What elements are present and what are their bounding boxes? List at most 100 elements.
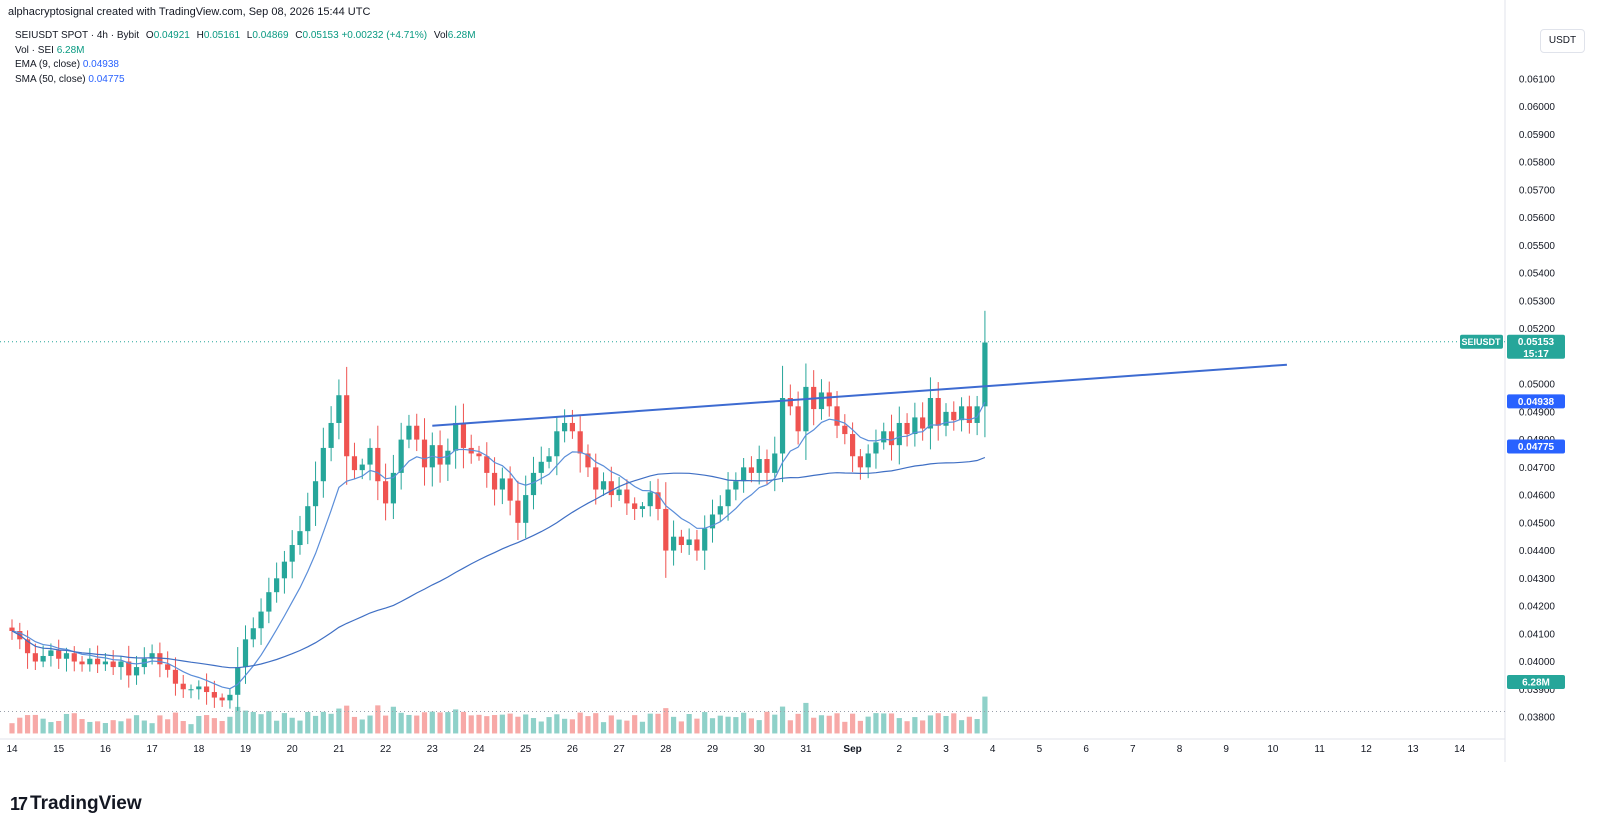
volume-bar: [865, 716, 871, 734]
sma-indicator-row[interactable]: SMA (50, close) 0.04775: [15, 73, 125, 85]
ema-line: [11, 401, 986, 690]
sma-tag-text: 0.04775: [1518, 442, 1555, 453]
candle-body: [258, 611, 264, 629]
price-tick-label: 0.05300: [1519, 296, 1556, 307]
volume-bar: [834, 713, 840, 734]
volume-bar: [305, 711, 311, 734]
volume-bar: [63, 713, 70, 734]
price-tick-label: 0.05700: [1519, 185, 1556, 196]
volume-bar: [359, 719, 365, 734]
candle-body: [398, 439, 404, 473]
volume-bar: [772, 714, 778, 734]
candle-body: [834, 406, 840, 426]
volume-bar: [242, 710, 249, 734]
candle-body: [904, 422, 910, 435]
time-tick-label: 17: [147, 744, 159, 755]
price-axis[interactable]: 0.06100 0.06000 0.05900 0.05800 0.05700 0.056…: [1519, 75, 1556, 724]
volume-bar: [966, 716, 972, 734]
candle-body: [344, 395, 350, 457]
volume-bar: [593, 713, 599, 734]
volume-bar: [141, 720, 147, 734]
candle-body: [453, 422, 459, 451]
volume-bar: [873, 713, 879, 734]
ema-indicator-row[interactable]: EMA (9, close) 0.04938: [15, 59, 119, 70]
volume-bar: [211, 718, 217, 734]
volume-bar: [188, 724, 194, 734]
time-tick-label: 20: [287, 744, 299, 755]
candle-body: [966, 406, 972, 423]
volume-bar: [546, 717, 552, 734]
candle-body: [647, 492, 653, 507]
tradingview-logo[interactable]: 17 TradingView: [10, 793, 142, 815]
chart-credit: alphacryptosignal created with TradingVi…: [8, 6, 371, 18]
volume-bar: [383, 715, 389, 734]
volume-bar: [484, 716, 490, 734]
volume-bar: [266, 711, 272, 734]
close-value: 0.05153: [302, 30, 339, 41]
candle-body: [274, 578, 280, 593]
volume-bar: [507, 713, 513, 734]
candle-body: [375, 447, 381, 482]
candle-body: [40, 655, 46, 662]
candle-body: [764, 459, 770, 473]
candle-body: [250, 628, 256, 640]
time-tick-label: 3: [943, 744, 949, 755]
time-tick-label: 2: [897, 744, 903, 755]
time-tick-label: 22: [380, 744, 392, 755]
volume-bar: [850, 713, 856, 734]
volume-bar: [678, 721, 684, 734]
candle-body: [974, 406, 980, 423]
candle-body: [328, 422, 334, 448]
time-tick-label: 16: [100, 744, 112, 755]
volume-bars: [9, 696, 988, 734]
candle-body: [554, 431, 560, 457]
candle-body: [523, 495, 529, 523]
volume-bar: [390, 706, 396, 734]
brand-name: TradingView: [30, 793, 142, 814]
candle-body: [180, 683, 186, 690]
price-tick-label: 0.03800: [1519, 713, 1556, 724]
candle-body: [779, 398, 786, 454]
candle-body: [585, 453, 591, 468]
candle-body: [632, 503, 638, 509]
candle-body: [756, 459, 762, 473]
sma-line: [11, 456, 986, 669]
volume-bar: [608, 715, 614, 734]
candle-body: [577, 431, 583, 454]
candle-body: [608, 481, 614, 496]
time-tick-label: 5: [1037, 744, 1043, 755]
symbol-label[interactable]: SEIUSDT SPOT · 4h · Bybit: [15, 30, 140, 41]
currency-button[interactable]: USDT: [1540, 29, 1585, 53]
candle-body: [507, 478, 513, 501]
volume-bar: [702, 712, 708, 734]
candle-body: [126, 661, 132, 676]
time-tick-label: 7: [1130, 744, 1136, 755]
time-tick-label: 12: [1361, 744, 1373, 755]
volume-bar: [764, 711, 770, 734]
last-price-tag-text: 0.05153: [1518, 337, 1555, 348]
candle-body: [772, 453, 778, 473]
candle-body: [702, 528, 708, 551]
price-tick-label: 0.04400: [1519, 546, 1556, 557]
time-axis[interactable]: 14 15 16 17 18 19 20 21 22 23 24 25 26 27 28 29 30 31 Sep 2…: [6, 744, 1465, 755]
candle-body: [421, 439, 428, 468]
volume-bar: [515, 716, 521, 734]
time-tick-label: 15: [53, 744, 65, 755]
candle-body: [48, 650, 54, 656]
volume-bar: [48, 722, 54, 734]
volume-bar: [149, 723, 155, 734]
candle-body: [227, 694, 233, 701]
candle-body: [312, 481, 319, 507]
time-tick-label: 6: [1083, 744, 1089, 755]
volume-bar: [779, 706, 786, 734]
candle-body: [367, 447, 373, 465]
ema-tag-bg: [1507, 394, 1565, 409]
volume-indicator-row[interactable]: Vol · SEI 6.28M: [15, 44, 85, 56]
volume-bar: [857, 720, 863, 734]
candle-body: [709, 514, 716, 529]
candle-body: [266, 592, 272, 612]
trendline[interactable]: [432, 363, 1287, 427]
candle-body: [102, 661, 108, 665]
